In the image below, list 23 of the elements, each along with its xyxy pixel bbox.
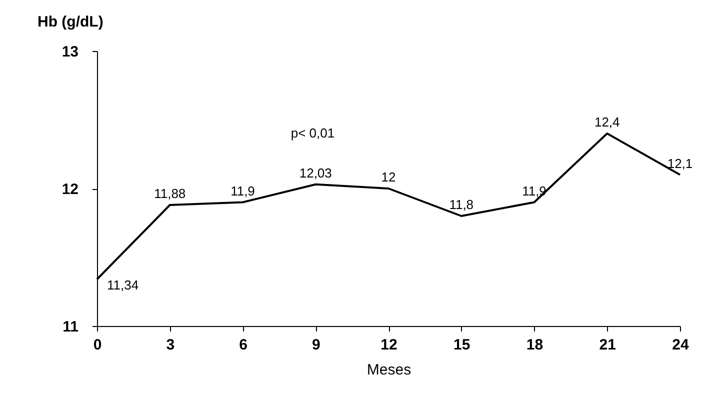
x-tick-label: 18 [526,336,544,354]
x-tick-label: 3 [166,336,175,354]
data-label: 11,8 [449,197,474,212]
y-tick-label: 11 [62,318,78,336]
data-label: 11,34 [107,277,139,292]
x-tick-label: 15 [454,336,470,354]
y-tick-label: 12 [62,181,78,198]
x-tick-label: 9 [312,336,320,354]
x-axis-title: Meses [366,362,412,378]
data-label: 11,9 [230,183,255,198]
x-tick-label: 12 [380,336,398,354]
annotation: p< 0,01 [290,126,335,140]
data-label: 12,4 [594,114,620,130]
data-label: 12 [381,170,396,184]
x-tick-label: 6 [239,336,248,354]
x-tick-label: 24 [672,336,690,354]
y-tick-label: 13 [62,44,78,60]
data-label: 12,03 [299,165,332,180]
y-axis-title: Hb (g/dL) [38,14,104,30]
x-tick-label: 21 [599,336,616,354]
data-label: 11,88 [154,186,186,201]
data-label: 12,1 [667,156,693,171]
x-tick-label: 0 [93,336,102,354]
